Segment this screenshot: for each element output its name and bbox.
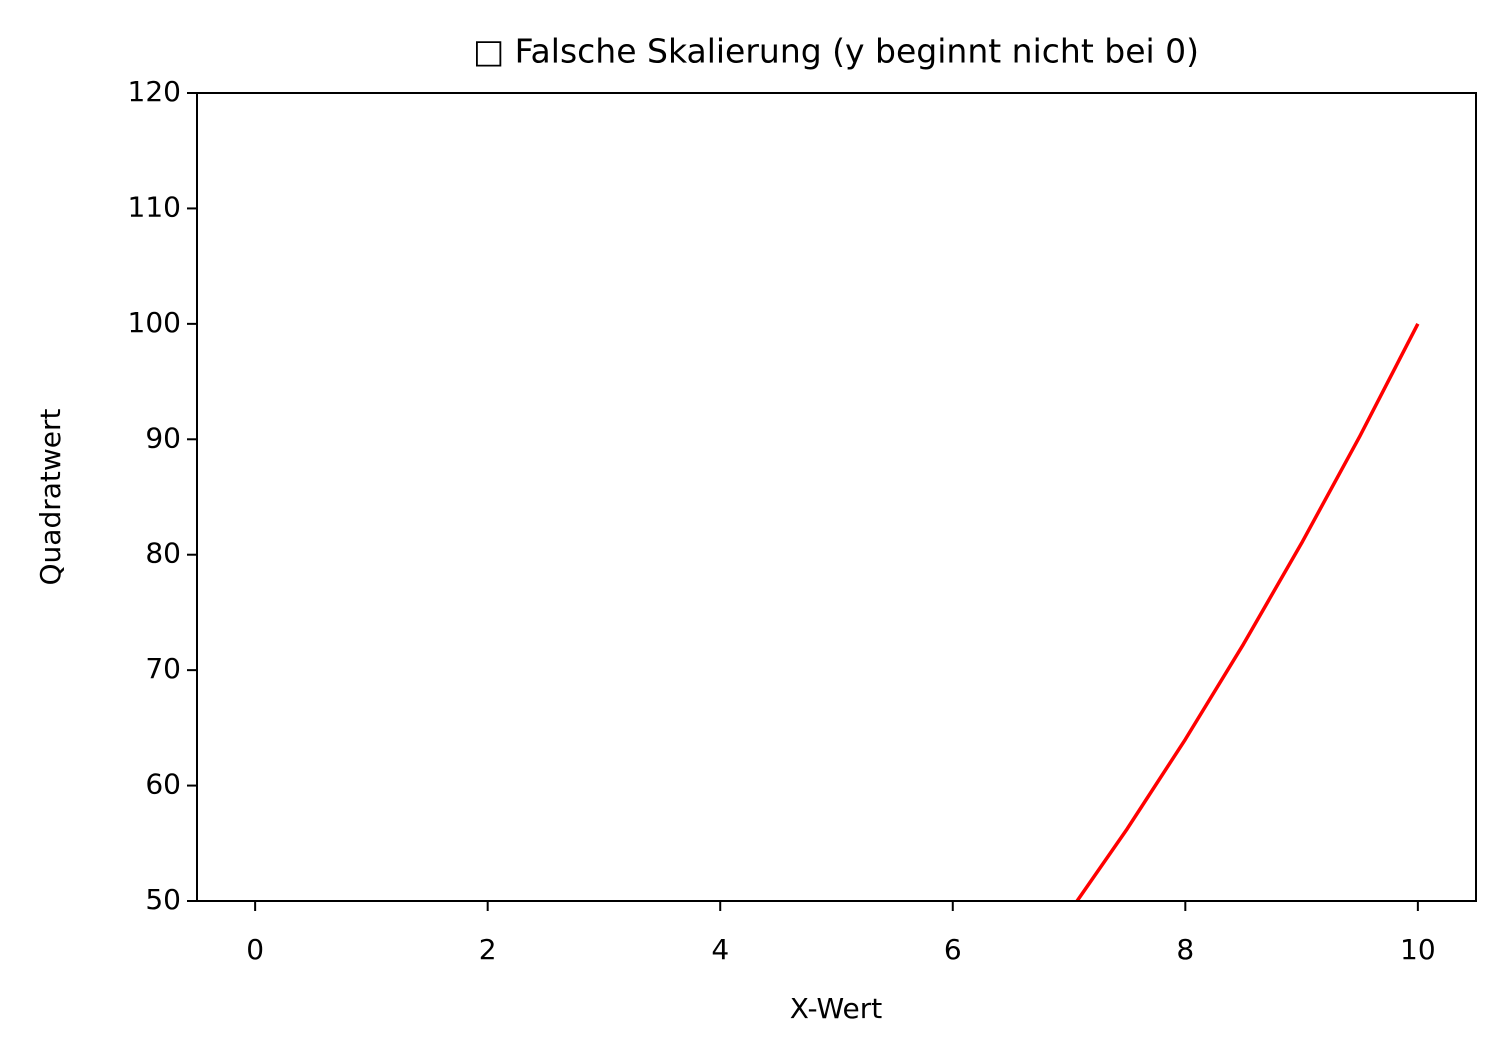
y-tick-label: 60	[145, 768, 181, 801]
y-tick-label: 80	[145, 537, 181, 570]
y-tick-label: 50	[145, 883, 181, 916]
y-tick-label: 90	[145, 421, 181, 454]
x-tick-label: 10	[1400, 933, 1436, 966]
data-line	[1074, 323, 1420, 901]
x-tick-label: 4	[711, 933, 729, 966]
x-tick-label: 0	[246, 933, 264, 966]
plot-area	[1074, 323, 1420, 901]
y-tick-label: 100	[128, 306, 181, 339]
y-tick-label: 120	[128, 75, 181, 108]
x-tick-label: 2	[479, 933, 497, 966]
x-tick-label: 8	[1176, 933, 1194, 966]
y-axis-label: Quadratwert	[34, 408, 67, 585]
x-axis-label: X-Wert	[790, 992, 883, 1025]
chart-title: □ Falsche Skalierung (y beginnt nicht be…	[473, 32, 1199, 71]
x-tick-label: 6	[944, 933, 962, 966]
y-tick-label: 110	[128, 190, 181, 223]
axes-frame	[196, 92, 1477, 902]
y-tick-label: 70	[145, 652, 181, 685]
